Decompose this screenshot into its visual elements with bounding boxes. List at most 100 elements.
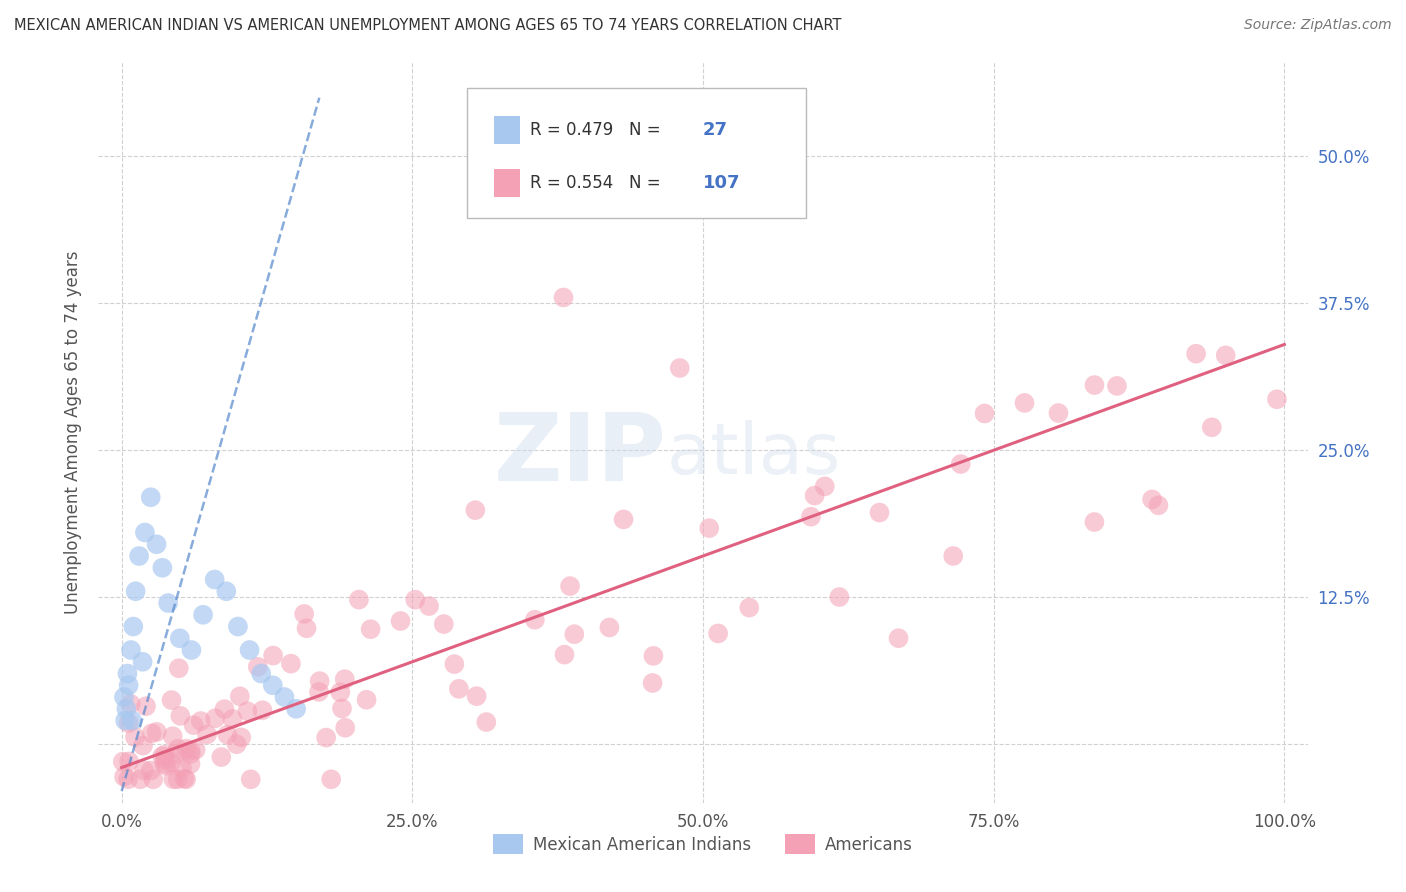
FancyBboxPatch shape bbox=[494, 169, 520, 197]
Point bbox=[1201, 420, 1223, 434]
Text: Source: ZipAtlas.com: Source: ZipAtlas.com bbox=[1244, 18, 1392, 32]
Point bbox=[118, 678, 141, 692]
Point bbox=[118, 755, 141, 769]
Point bbox=[942, 549, 965, 563]
Point bbox=[250, 666, 273, 681]
Text: 27: 27 bbox=[703, 120, 728, 139]
Point bbox=[347, 592, 370, 607]
Point bbox=[329, 685, 352, 699]
Point bbox=[120, 697, 142, 711]
Point bbox=[252, 703, 274, 717]
Point bbox=[1105, 379, 1128, 393]
Point bbox=[273, 690, 295, 704]
Point bbox=[221, 712, 243, 726]
Text: atlas: atlas bbox=[666, 420, 841, 490]
Point bbox=[738, 600, 761, 615]
Point bbox=[356, 692, 378, 706]
Text: MEXICAN AMERICAN INDIAN VS AMERICAN UNEMPLOYMENT AMONG AGES 65 TO 74 YEARS CORRE: MEXICAN AMERICAN INDIAN VS AMERICAN UNEM… bbox=[14, 18, 842, 33]
Point bbox=[112, 690, 135, 704]
Point bbox=[155, 758, 177, 772]
Point bbox=[131, 655, 153, 669]
Point bbox=[132, 764, 155, 778]
Point bbox=[153, 747, 176, 762]
Point bbox=[1140, 492, 1163, 507]
Point bbox=[523, 613, 546, 627]
Point bbox=[335, 721, 357, 735]
Point bbox=[174, 772, 197, 787]
Point bbox=[643, 648, 665, 663]
Point bbox=[170, 761, 193, 775]
Point bbox=[803, 489, 825, 503]
Point bbox=[1014, 396, 1036, 410]
Point bbox=[162, 729, 184, 743]
Point bbox=[180, 747, 202, 761]
Point bbox=[553, 648, 575, 662]
Point bbox=[330, 701, 353, 715]
Point bbox=[183, 718, 205, 732]
Point bbox=[333, 672, 356, 686]
Point bbox=[1185, 347, 1208, 361]
Point bbox=[814, 479, 837, 493]
Point bbox=[1083, 378, 1105, 392]
Point bbox=[184, 742, 207, 756]
Point bbox=[179, 756, 201, 771]
Point bbox=[132, 739, 155, 753]
Point bbox=[443, 657, 465, 672]
Point bbox=[117, 772, 139, 787]
Point bbox=[180, 744, 202, 758]
Point bbox=[134, 525, 156, 540]
Point bbox=[229, 690, 252, 704]
Point bbox=[418, 599, 440, 613]
Point bbox=[145, 725, 167, 739]
Point bbox=[292, 607, 315, 621]
Point bbox=[800, 509, 823, 524]
Point bbox=[315, 731, 337, 745]
Point bbox=[150, 561, 173, 575]
Point bbox=[1215, 348, 1237, 362]
Y-axis label: Unemployment Among Ages 65 to 74 years: Unemployment Among Ages 65 to 74 years bbox=[63, 251, 82, 615]
Point bbox=[122, 619, 145, 633]
Point bbox=[641, 676, 664, 690]
Point bbox=[464, 503, 486, 517]
Point bbox=[215, 584, 238, 599]
Point bbox=[262, 648, 284, 663]
Point bbox=[173, 772, 195, 786]
Text: 107: 107 bbox=[703, 174, 741, 192]
Point bbox=[169, 709, 191, 723]
Point bbox=[217, 728, 239, 742]
Point bbox=[236, 704, 259, 718]
Point bbox=[1265, 392, 1288, 407]
Point bbox=[321, 772, 343, 787]
Point bbox=[139, 490, 162, 504]
Point bbox=[167, 661, 190, 675]
Point bbox=[226, 619, 249, 633]
Point bbox=[117, 716, 139, 731]
Text: R = 0.554   N =: R = 0.554 N = bbox=[530, 174, 666, 192]
Point bbox=[124, 584, 146, 599]
Point bbox=[360, 622, 382, 636]
Point bbox=[145, 537, 167, 551]
Point bbox=[295, 621, 318, 635]
Point bbox=[166, 772, 188, 787]
Point bbox=[114, 714, 136, 728]
FancyBboxPatch shape bbox=[494, 116, 520, 144]
Point bbox=[668, 361, 690, 376]
Point bbox=[165, 747, 187, 761]
Point bbox=[120, 643, 142, 657]
Point bbox=[191, 607, 214, 622]
Point bbox=[204, 573, 226, 587]
Point bbox=[239, 772, 262, 787]
Point bbox=[160, 756, 183, 770]
Point bbox=[157, 596, 180, 610]
Point bbox=[404, 592, 426, 607]
Point bbox=[475, 714, 498, 729]
Text: R = 0.479   N =: R = 0.479 N = bbox=[530, 120, 666, 139]
Point bbox=[153, 756, 176, 771]
Legend: Mexican American Indians, Americans: Mexican American Indians, Americans bbox=[486, 828, 920, 861]
Point bbox=[246, 660, 269, 674]
Point bbox=[308, 674, 330, 689]
Point bbox=[553, 290, 575, 304]
Point bbox=[308, 685, 330, 699]
Point bbox=[465, 689, 488, 703]
Point bbox=[162, 772, 184, 787]
